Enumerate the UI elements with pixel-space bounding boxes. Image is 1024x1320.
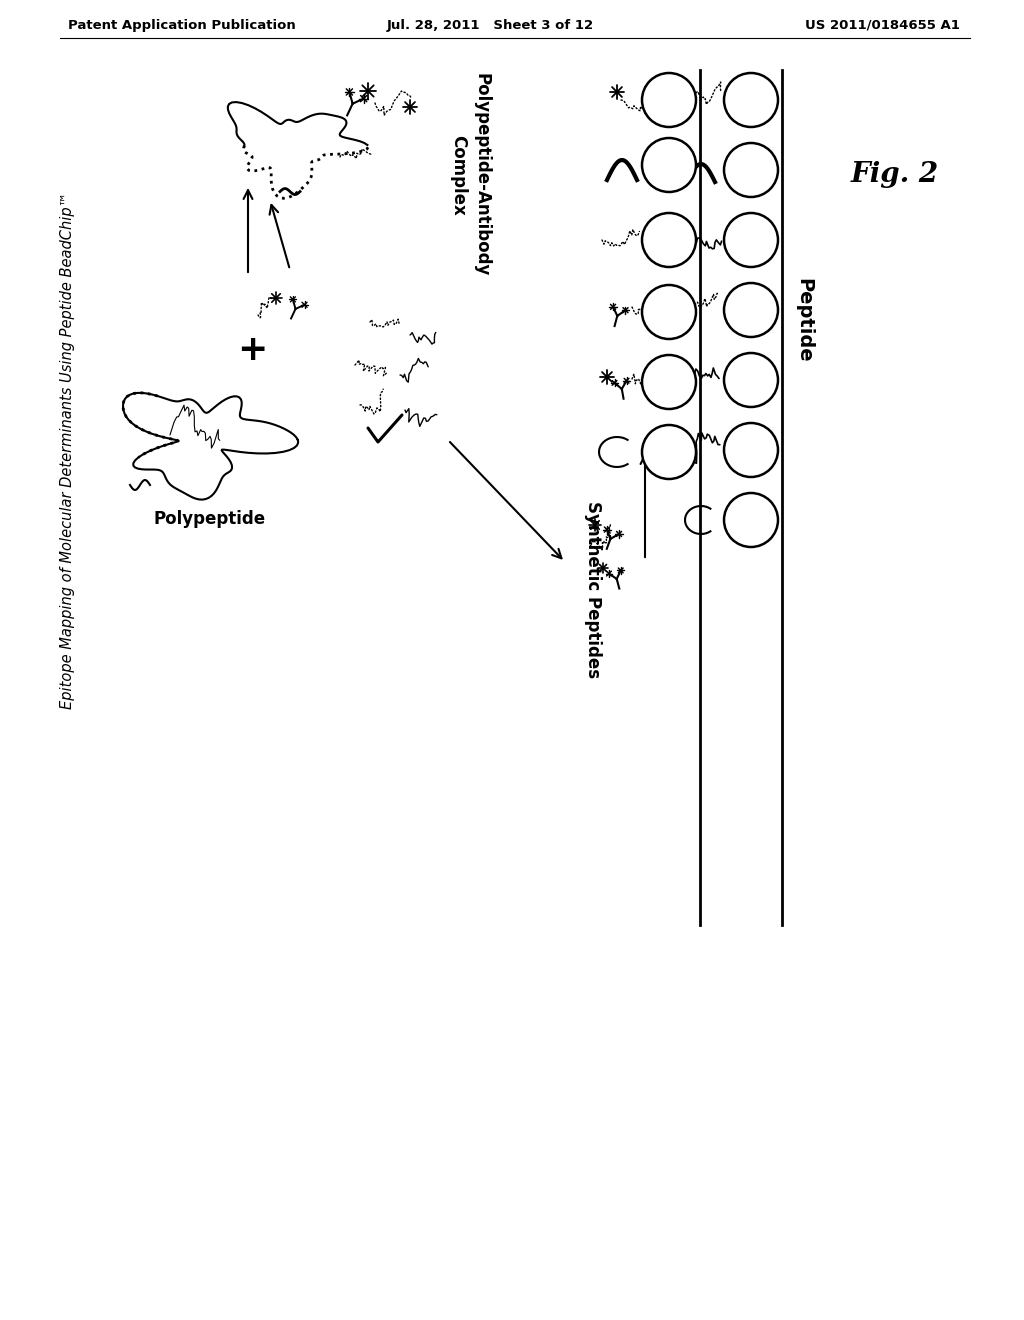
Circle shape — [724, 143, 778, 197]
Circle shape — [642, 213, 696, 267]
Text: Epitope Mapping of Molecular Determinants Using Peptide BeadChip™: Epitope Mapping of Molecular Determinant… — [60, 191, 76, 709]
Circle shape — [642, 425, 696, 479]
Text: Polypeptide-Antibody
Complex: Polypeptide-Antibody Complex — [450, 74, 490, 277]
Text: Peptide: Peptide — [795, 277, 813, 362]
Circle shape — [724, 213, 778, 267]
Circle shape — [642, 285, 696, 339]
Text: +: + — [237, 333, 267, 367]
Circle shape — [724, 282, 778, 337]
Circle shape — [642, 73, 696, 127]
Text: Jul. 28, 2011   Sheet 3 of 12: Jul. 28, 2011 Sheet 3 of 12 — [386, 18, 594, 32]
Circle shape — [724, 422, 778, 477]
Text: Polypeptide: Polypeptide — [154, 510, 266, 528]
Text: Synthetic Peptides: Synthetic Peptides — [584, 502, 602, 678]
Circle shape — [642, 355, 696, 409]
Circle shape — [642, 139, 696, 191]
Circle shape — [724, 73, 778, 127]
Text: Fig. 2: Fig. 2 — [851, 161, 939, 189]
Text: Patent Application Publication: Patent Application Publication — [68, 18, 296, 32]
Circle shape — [724, 492, 778, 546]
Circle shape — [724, 352, 778, 407]
Text: US 2011/0184655 A1: US 2011/0184655 A1 — [805, 18, 961, 32]
